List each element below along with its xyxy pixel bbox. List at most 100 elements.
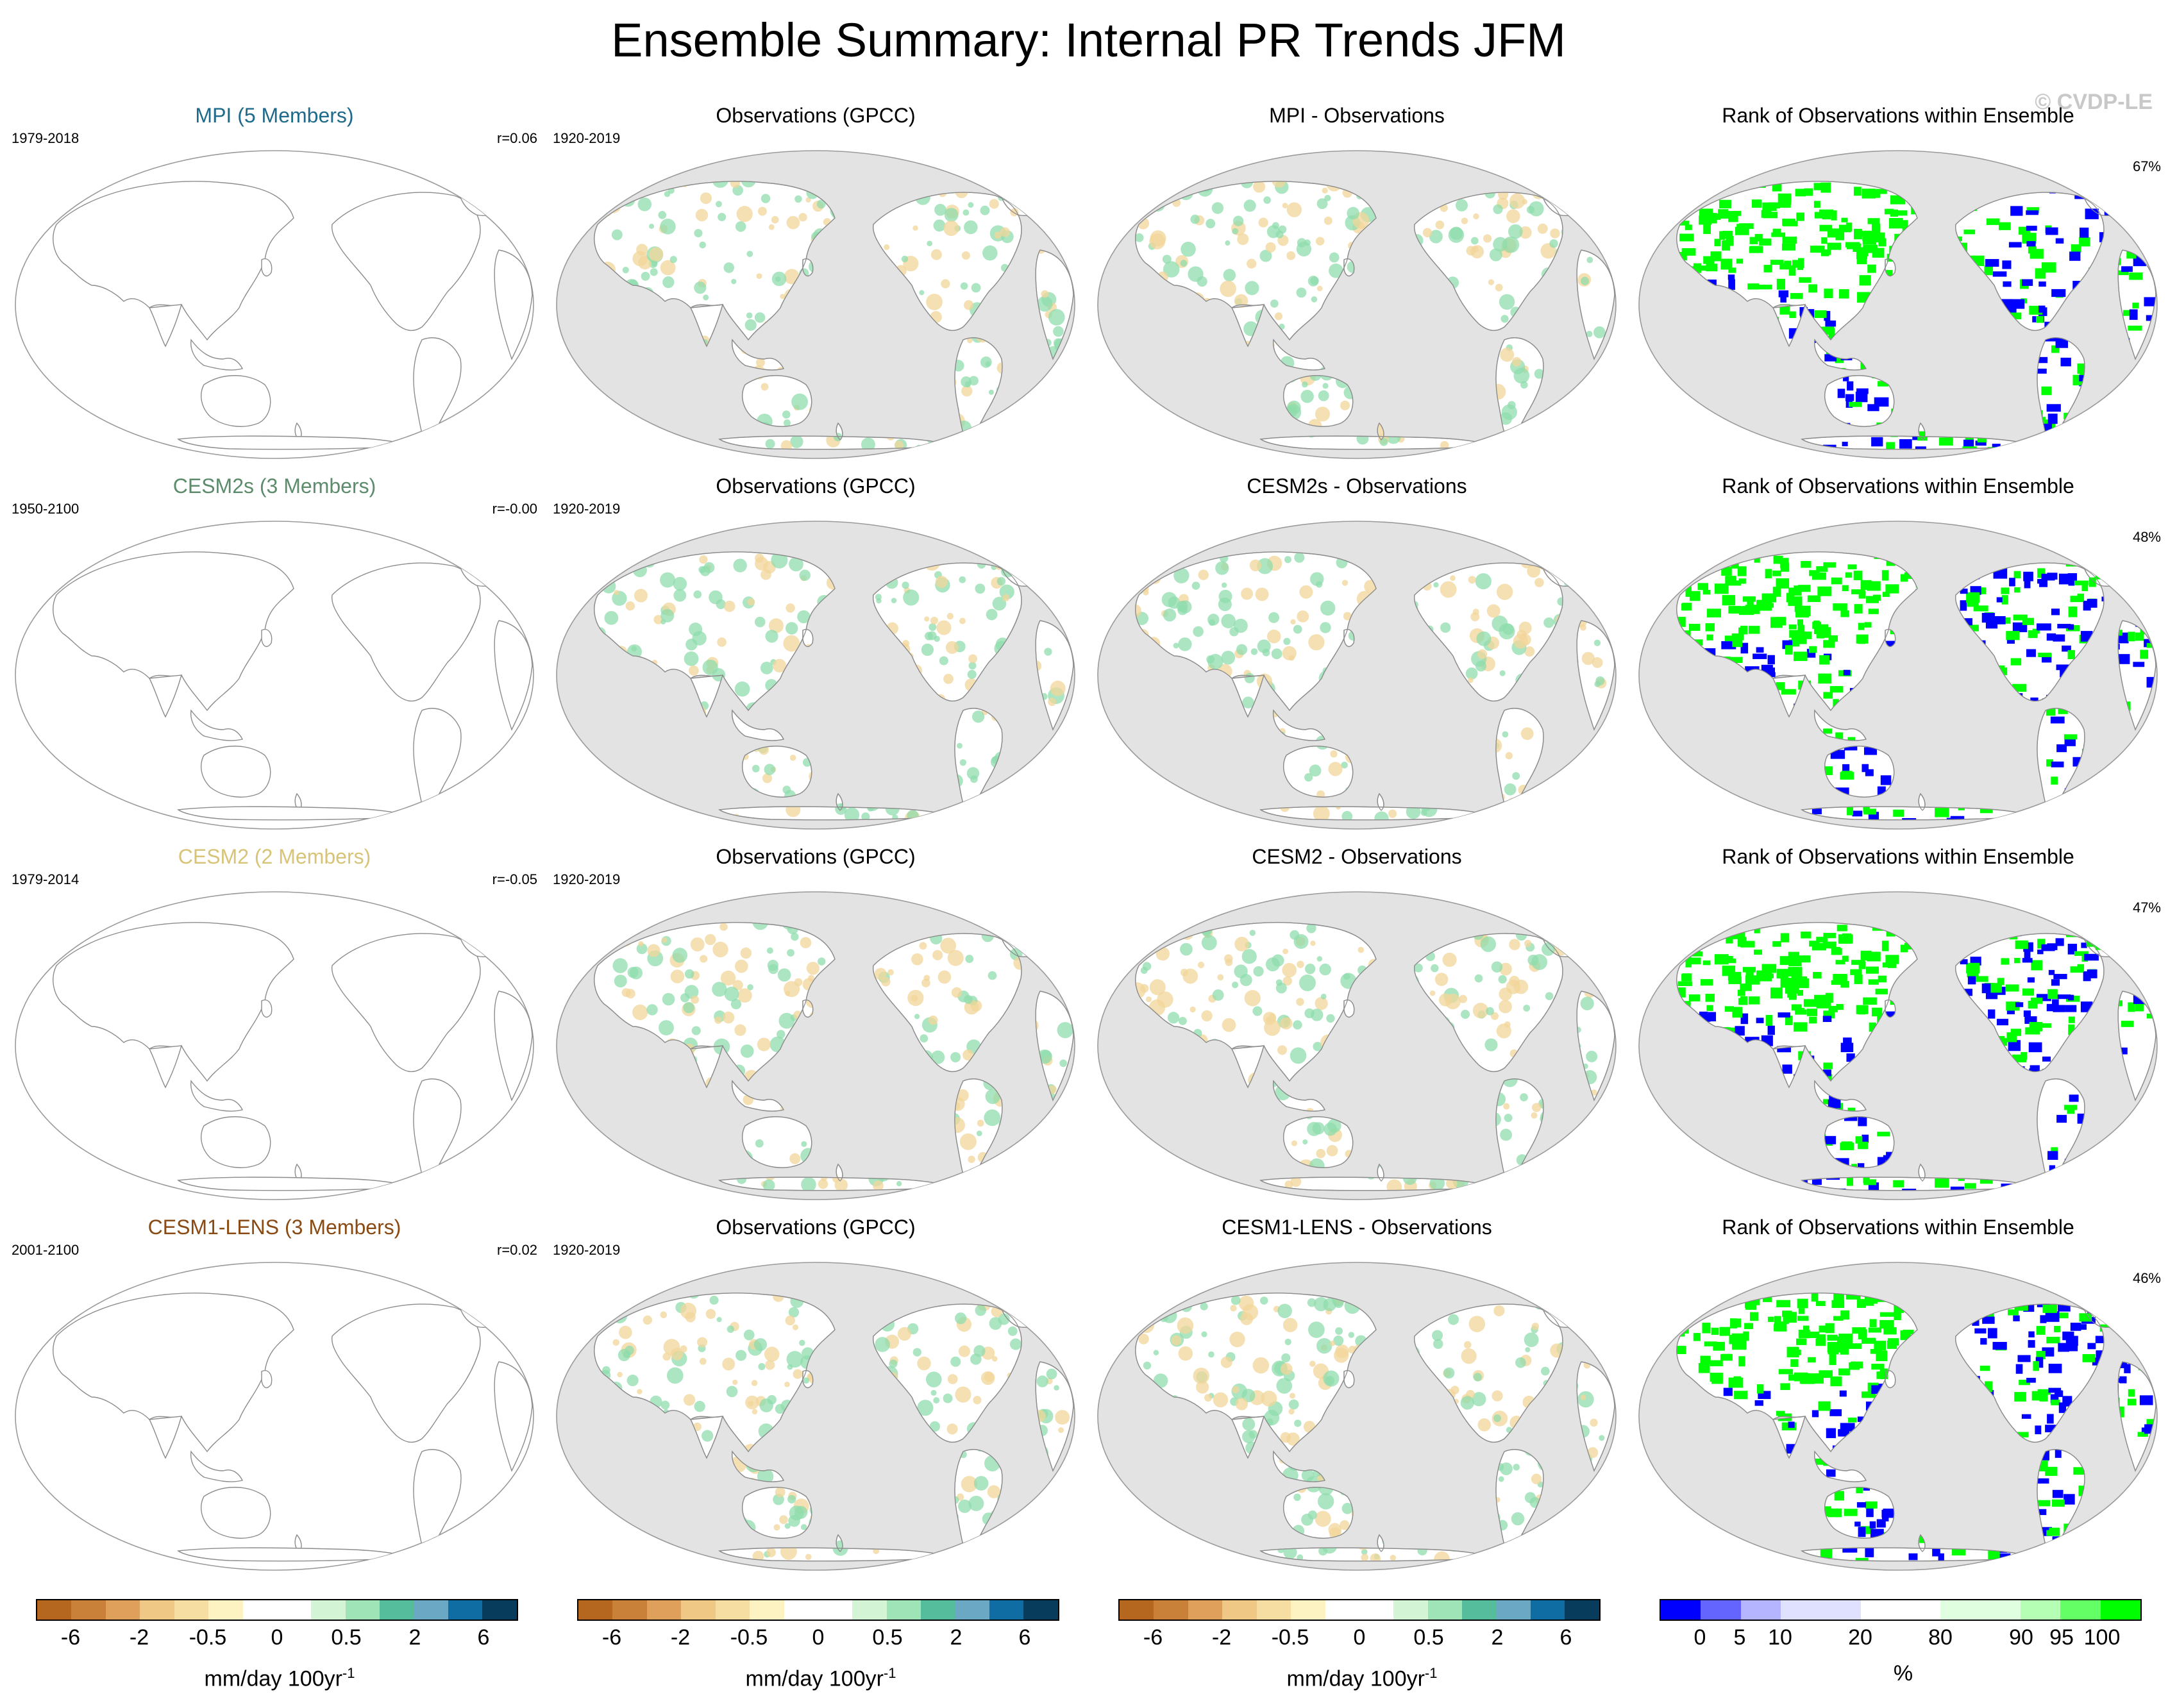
model-map bbox=[12, 147, 537, 462]
colorbar-box bbox=[784, 1600, 818, 1620]
colorbar-box bbox=[578, 1600, 612, 1620]
period-label: 1950-2100 bbox=[12, 500, 79, 518]
colorbar-box bbox=[1428, 1600, 1462, 1620]
diff-panel-title: CESM2s - Observations bbox=[1094, 473, 1620, 499]
rank-panel-title: Rank of Observations within Ensemble bbox=[1635, 103, 2161, 128]
model-map bbox=[12, 1259, 537, 1573]
colorbar-unit-label: mm/day 100yr-1 bbox=[1118, 1661, 1606, 1691]
landmass-japan bbox=[262, 1000, 272, 1017]
colorbar-box bbox=[37, 1600, 71, 1620]
unit-text: mm/day 100yr bbox=[205, 1666, 342, 1691]
diff-panel: CESM2s - Observations bbox=[1094, 473, 1620, 832]
colorbar-box bbox=[1701, 1600, 1740, 1620]
period-label: 1920-2019 bbox=[553, 871, 620, 889]
colorbar-box bbox=[612, 1600, 646, 1620]
colorbar-tick-label: 0 bbox=[1354, 1625, 1366, 1650]
colorbar-box bbox=[106, 1600, 140, 1620]
colorbar-box bbox=[852, 1600, 886, 1620]
colorbar-tick-label: -6 bbox=[1143, 1625, 1163, 1650]
colorbar-tick-label: -0.5 bbox=[730, 1625, 768, 1650]
colorbar-tick-label: 100 bbox=[2084, 1625, 2121, 1650]
colorbar-tick-label: 0 bbox=[812, 1625, 825, 1650]
colorbar-box bbox=[174, 1600, 208, 1620]
obs-panel: Observations (GPCC)1920-2019 bbox=[553, 103, 1079, 462]
model-map bbox=[12, 889, 537, 1203]
model-panel-title: CESM1-LENS (3 Members) bbox=[12, 1214, 537, 1240]
period-label: 1920-2019 bbox=[553, 1241, 620, 1259]
model-panel-title: CESM2s (3 Members) bbox=[12, 473, 537, 499]
colorbar-box bbox=[1565, 1600, 1599, 1620]
colorbar-box bbox=[482, 1600, 516, 1620]
landmass-samerica bbox=[414, 1079, 461, 1184]
colorbar-box bbox=[311, 1600, 345, 1620]
rank-map bbox=[1635, 889, 2161, 1203]
colorbar-tick-label: 5 bbox=[1734, 1625, 1746, 1650]
diff-panel-title: CESM2 - Observations bbox=[1094, 844, 1620, 869]
colorbar-box bbox=[750, 1600, 784, 1620]
colorbar-tick-label: -2 bbox=[671, 1625, 690, 1650]
colorbar-box bbox=[1023, 1600, 1057, 1620]
diff-map bbox=[1094, 518, 1620, 832]
colorbar-box bbox=[1257, 1600, 1291, 1620]
colorbar-unit-label: mm/day 100yr-1 bbox=[36, 1661, 523, 1691]
colorbar-box bbox=[1291, 1600, 1325, 1620]
colorbar-bar bbox=[36, 1599, 518, 1621]
obs-panel: Observations (GPCC)1920-2019 bbox=[553, 473, 1079, 832]
period-label: 1979-2014 bbox=[12, 871, 79, 889]
diff-panel-title: MPI - Observations bbox=[1094, 103, 1620, 128]
colorbar-tick-label: -0.5 bbox=[189, 1625, 227, 1650]
colorbar-box bbox=[989, 1600, 1023, 1620]
diff-map bbox=[1094, 147, 1620, 462]
unit-exponent: -1 bbox=[1425, 1665, 1438, 1681]
obs-panel: Observations (GPCC)1920-2019 bbox=[553, 1214, 1079, 1573]
colorbar-box bbox=[380, 1600, 414, 1620]
colorbar-box bbox=[1325, 1600, 1359, 1620]
diff-panel: CESM1-LENS - Observations bbox=[1094, 1214, 1620, 1573]
colorbar-tick-label: -2 bbox=[1212, 1625, 1231, 1650]
colorbar-box bbox=[277, 1600, 311, 1620]
colorbar-tick-label: -0.5 bbox=[1272, 1625, 1309, 1650]
colorbar-tick-label: 6 bbox=[1560, 1625, 1572, 1650]
colorbar-box bbox=[414, 1600, 448, 1620]
obs-map bbox=[553, 1259, 1079, 1573]
figure-title: Ensemble Summary: Internal PR Trends JFM bbox=[0, 12, 2177, 69]
colorbar-tick-label: 0.5 bbox=[1413, 1625, 1443, 1650]
colorbar-tick-label: 10 bbox=[1768, 1625, 1792, 1650]
unit-text: mm/day 100yr bbox=[746, 1666, 884, 1691]
colorbar-box bbox=[1222, 1600, 1256, 1620]
diff-panel-title: CESM1-LENS - Observations bbox=[1094, 1214, 1620, 1240]
landmass-samerica bbox=[414, 1450, 461, 1554]
landmass-japan bbox=[262, 259, 272, 276]
unit-exponent: -1 bbox=[342, 1665, 355, 1681]
model-panel-title: CESM2 (2 Members) bbox=[12, 844, 537, 869]
obs-map bbox=[553, 518, 1079, 832]
period-label: 2001-2100 bbox=[12, 1241, 79, 1259]
landmass-samerica bbox=[414, 708, 461, 813]
rank-panel-title: Rank of Observations within Ensemble bbox=[1635, 473, 2161, 499]
colorbar-tick-label: 0 bbox=[1694, 1625, 1706, 1650]
diff-map bbox=[1094, 1259, 1620, 1573]
diff-map bbox=[1094, 889, 1620, 1203]
rank-panel-title: Rank of Observations within Ensemble bbox=[1635, 1214, 2161, 1240]
rank-map bbox=[1635, 1259, 2161, 1573]
colorbar-box bbox=[1497, 1600, 1531, 1620]
colorbar-bar bbox=[1118, 1599, 1601, 1621]
colorbar-box bbox=[243, 1600, 277, 1620]
obs-panel: Observations (GPCC)1920-2019 bbox=[553, 844, 1079, 1203]
rank-map bbox=[1635, 147, 2161, 462]
colorbar-tick-label: 0.5 bbox=[872, 1625, 902, 1650]
period-label: 1979-2018 bbox=[12, 130, 79, 147]
colorbar-box bbox=[1120, 1600, 1154, 1620]
colorbar-box bbox=[1393, 1600, 1427, 1620]
diff-panel: CESM2 - Observations bbox=[1094, 844, 1620, 1203]
colorbar-box bbox=[818, 1600, 852, 1620]
colorbar-box bbox=[208, 1600, 242, 1620]
obs-panel-title: Observations (GPCC) bbox=[553, 1214, 1079, 1240]
colorbar-box bbox=[1901, 1600, 1940, 1620]
unit-text: mm/day 100yr bbox=[1287, 1666, 1425, 1691]
colorbar-box bbox=[2021, 1600, 2060, 1620]
colorbar-box bbox=[1154, 1600, 1188, 1620]
